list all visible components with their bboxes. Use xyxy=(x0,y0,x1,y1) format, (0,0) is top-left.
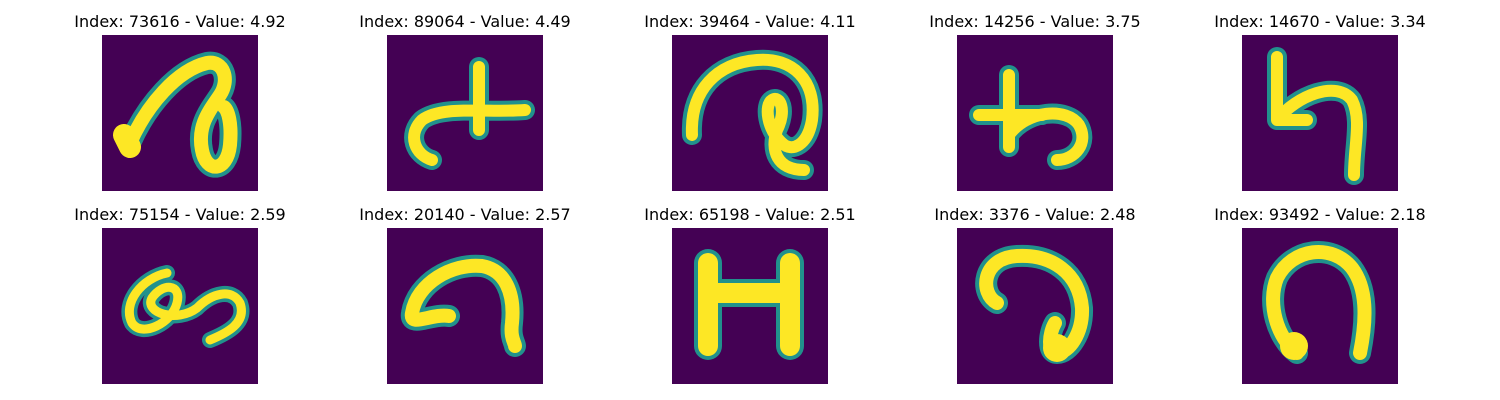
panel-title: Index: 3376 - Value: 2.48 xyxy=(934,205,1136,224)
glyph-h-hook xyxy=(1242,35,1398,191)
glyph-arch-hook xyxy=(387,228,543,384)
glyph-h-block xyxy=(672,228,828,384)
glyph-cross-hook xyxy=(387,35,543,191)
panel-title: Index: 73616 - Value: 4.92 xyxy=(74,12,286,31)
panel-title: Index: 93492 - Value: 2.18 xyxy=(1214,205,1426,224)
glyph-horseshoe xyxy=(1242,228,1398,384)
panel-title: Index: 14670 - Value: 3.34 xyxy=(1214,12,1426,31)
panel-title: Index: 14256 - Value: 3.75 xyxy=(929,12,1141,31)
panel-title: Index: 39464 - Value: 4.11 xyxy=(644,12,856,31)
glyph-curl xyxy=(672,35,828,191)
glyph-q-curl xyxy=(957,228,1113,384)
glyph-a-loop xyxy=(102,35,258,191)
panel-title: Index: 89064 - Value: 4.49 xyxy=(359,12,571,31)
panel-title: Index: 75154 - Value: 2.59 xyxy=(74,205,286,224)
glyph-cross-curve xyxy=(957,35,1113,191)
panel-title: Index: 65198 - Value: 2.51 xyxy=(644,205,856,224)
glyph-loops xyxy=(102,228,258,384)
panel-title: Index: 20140 - Value: 2.57 xyxy=(359,205,571,224)
